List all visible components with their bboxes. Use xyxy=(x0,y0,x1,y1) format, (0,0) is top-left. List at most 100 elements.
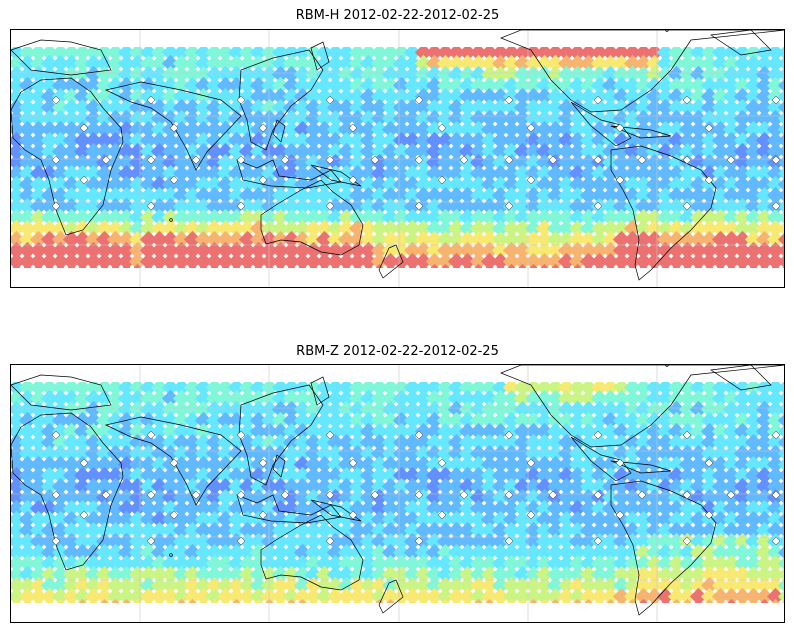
station-marker xyxy=(682,95,692,105)
station-marker xyxy=(414,536,424,546)
station-marker xyxy=(51,430,61,440)
station-marker xyxy=(726,155,736,165)
station-marker xyxy=(51,155,61,165)
station-marker xyxy=(526,175,536,185)
station-marker xyxy=(548,155,558,165)
data-field xyxy=(11,378,784,617)
coastline-segment xyxy=(272,454,286,478)
graticule xyxy=(11,30,784,287)
station-marker xyxy=(682,201,692,211)
panel-title-rbm-z: RBM-Z 2012-02-22-2012-02-25 xyxy=(296,344,499,359)
station-marker xyxy=(258,510,268,520)
panel-title-rbm-h: RBM-H 2012-02-22-2012-02-25 xyxy=(295,8,500,23)
coastline-segment xyxy=(11,412,124,571)
station-marker xyxy=(593,536,603,546)
station-marker xyxy=(236,536,246,546)
station-marker xyxy=(348,458,358,468)
station-marker xyxy=(637,155,647,165)
coastline-segment xyxy=(500,365,784,448)
station-marker xyxy=(771,430,781,440)
station-marker xyxy=(325,536,335,546)
station-marker xyxy=(146,95,156,105)
station-marker xyxy=(79,123,89,133)
station-marker xyxy=(79,510,89,520)
coastlines xyxy=(11,30,784,281)
coastline-segment xyxy=(310,41,330,71)
station-marker xyxy=(593,490,603,500)
station-marker xyxy=(146,430,156,440)
coastline-segment xyxy=(11,39,112,76)
coastline-segment xyxy=(310,499,362,522)
station-marker xyxy=(526,458,536,468)
station-marker xyxy=(615,458,625,468)
station-marker xyxy=(370,490,380,500)
coastline-segment xyxy=(272,119,286,143)
station-marker xyxy=(101,490,111,500)
station-marker xyxy=(51,490,61,500)
station-marker xyxy=(704,123,714,133)
station-marker xyxy=(437,175,447,185)
station-marker xyxy=(146,536,156,546)
station-marker xyxy=(615,123,625,133)
station-marker xyxy=(258,458,268,468)
station-marker xyxy=(191,490,201,500)
station-marker xyxy=(593,201,603,211)
coastline-segment xyxy=(260,179,364,256)
station-marker xyxy=(526,510,536,520)
station-marker xyxy=(504,201,514,211)
station-marker xyxy=(348,510,358,520)
station-marker xyxy=(414,95,424,105)
station-marker xyxy=(437,458,447,468)
coastline-segment xyxy=(11,374,112,411)
station-marker xyxy=(682,155,692,165)
station-marker xyxy=(593,430,603,440)
graticule xyxy=(11,365,784,622)
station-marker xyxy=(615,175,625,185)
station-marker xyxy=(771,201,781,211)
map-canvas-rbm-z xyxy=(11,365,784,622)
station-marker xyxy=(280,490,290,500)
station-marker xyxy=(236,155,246,165)
station-marker xyxy=(169,123,179,133)
station-marker xyxy=(682,490,692,500)
station-marker xyxy=(236,490,246,500)
station-marker xyxy=(348,123,358,133)
station-marker xyxy=(169,175,179,185)
coastline-segment xyxy=(260,514,364,591)
coastline-segment xyxy=(104,81,242,171)
coastline-segment xyxy=(238,49,324,151)
map-rbm-h xyxy=(10,29,785,288)
station-marker xyxy=(704,458,714,468)
station-marker xyxy=(51,201,61,211)
station-markers xyxy=(51,95,781,211)
station-marker xyxy=(325,95,335,105)
station-marker xyxy=(414,201,424,211)
station-marker xyxy=(51,536,61,546)
station-marker xyxy=(771,536,781,546)
station-marker xyxy=(51,95,61,105)
station-marker xyxy=(504,490,514,500)
station-marker xyxy=(414,430,424,440)
coastline-segment xyxy=(570,101,632,147)
map-canvas-rbm-h xyxy=(11,30,784,287)
station-marker xyxy=(258,175,268,185)
coastline-segment xyxy=(710,365,772,391)
station-marker xyxy=(325,155,335,165)
coastline-segment xyxy=(310,164,362,187)
coastline-segment xyxy=(610,460,672,474)
coastline-segment xyxy=(11,77,124,236)
station-marker xyxy=(370,155,380,165)
station-marker xyxy=(236,430,246,440)
station-marker xyxy=(191,155,201,165)
station-marker xyxy=(548,490,558,500)
coastline-segment xyxy=(500,30,784,113)
station-marker xyxy=(79,175,89,185)
station-markers xyxy=(51,430,781,546)
coastline-segment xyxy=(378,579,404,614)
station-marker xyxy=(437,510,447,520)
station-marker xyxy=(459,490,469,500)
station-marker xyxy=(771,490,781,500)
map-rbm-z xyxy=(10,364,785,623)
station-marker xyxy=(504,536,514,546)
station-marker xyxy=(169,458,179,468)
